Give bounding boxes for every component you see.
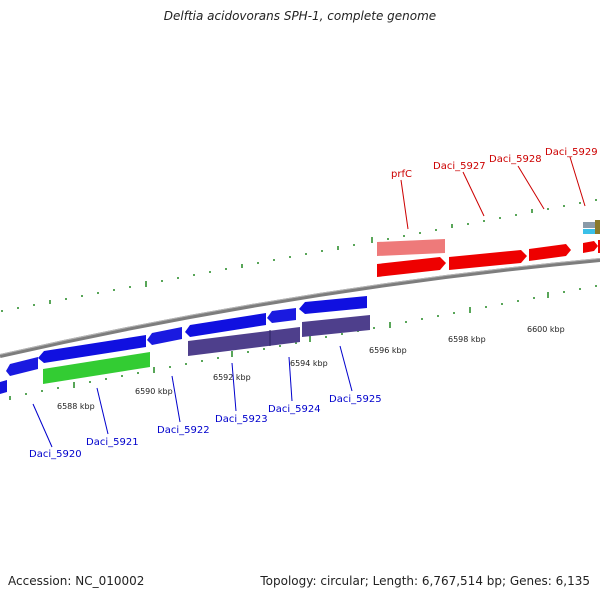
gene-arrow[interactable] — [583, 241, 598, 253]
gene-arrow[interactable] — [449, 250, 527, 270]
upper-tick-track — [1, 199, 597, 312]
blue-genes — [0, 296, 367, 394]
gene-label-daci-5922[interactable]: Daci_5922 — [157, 425, 210, 436]
blue-label-leaders — [32, 345, 353, 448]
topology-text: Topology: circular; Length: 6,767,514 bp… — [260, 574, 590, 588]
gene-arrow[interactable] — [147, 327, 182, 345]
small-gene-olive[interactable] — [595, 220, 600, 234]
gene-label-daci-5929[interactable]: Daci_5929 — [545, 147, 598, 158]
gene-arrow[interactable] — [0, 380, 7, 394]
gene-block[interactable] — [302, 315, 370, 337]
gene-label-daci-5925[interactable]: Daci_5925 — [329, 394, 382, 405]
gene-label-prfc[interactable]: prfC — [391, 169, 412, 180]
small-gene-cyan[interactable] — [583, 229, 598, 234]
gene-arrow[interactable] — [299, 296, 367, 314]
gene-arrow[interactable] — [38, 335, 146, 363]
gene-label-daci-5924[interactable]: Daci_5924 — [268, 404, 321, 415]
gene-arrow[interactable] — [6, 357, 38, 376]
green-gene[interactable] — [43, 352, 150, 384]
pink-gene[interactable] — [377, 239, 445, 256]
kbp-label: 6588 kbp — [57, 402, 95, 411]
map-title: Delftia acidovorans SPH-1, complete geno… — [163, 9, 437, 23]
gene-edge[interactable] — [598, 240, 600, 253]
purple-genes — [188, 315, 370, 356]
kbp-label: 6594 kbp — [290, 359, 328, 368]
kbp-label: 6598 kbp — [448, 335, 486, 344]
gene-arrow[interactable] — [377, 257, 446, 277]
red-genes — [377, 220, 600, 277]
gene-label-daci-5923[interactable]: Daci_5923 — [215, 414, 268, 425]
kbp-label: 6600 kbp — [527, 325, 565, 334]
red-label-leaders — [400, 156, 586, 230]
lower-tick-track — [9, 285, 597, 400]
gene-label-daci-5928[interactable]: Daci_5928 — [489, 154, 542, 165]
gene-label-daci-5920[interactable]: Daci_5920 — [29, 449, 82, 460]
kbp-label: 6596 kbp — [369, 346, 407, 355]
kbp-label: 6592 kbp — [213, 373, 251, 382]
kbp-label: 6590 kbp — [135, 387, 173, 396]
genome-backbone — [0, 258, 600, 358]
small-gene-gray[interactable] — [583, 222, 598, 228]
gene-arrow[interactable] — [185, 313, 266, 337]
gene-arrow[interactable] — [267, 308, 296, 323]
accession-text: Accession: NC_010002 — [8, 574, 145, 588]
gene-block[interactable] — [188, 327, 300, 356]
gene-arrow[interactable] — [529, 244, 571, 261]
gene-label-daci-5927[interactable]: Daci_5927 — [433, 161, 486, 172]
gene-label-daci-5921[interactable]: Daci_5921 — [86, 437, 139, 448]
